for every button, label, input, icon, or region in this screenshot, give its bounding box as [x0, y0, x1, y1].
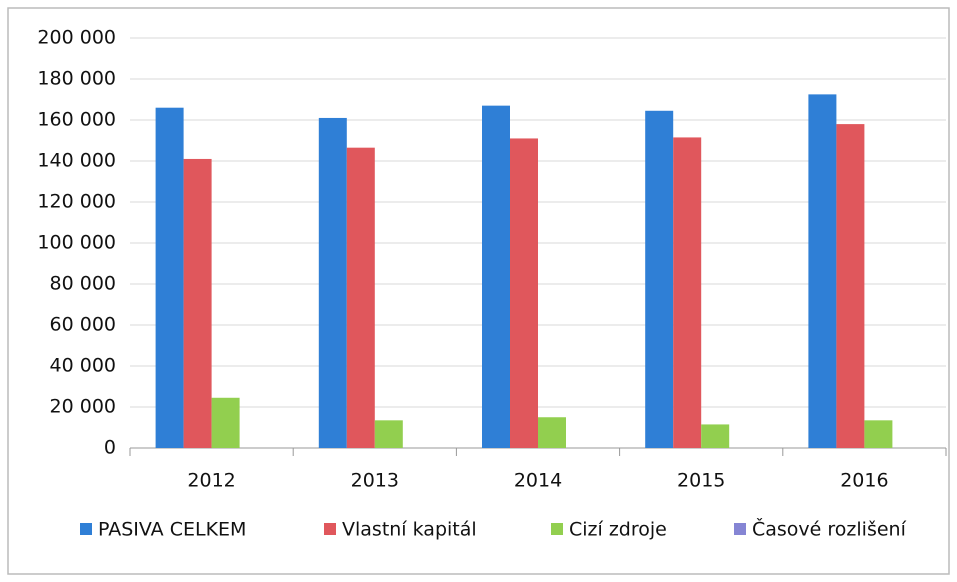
bar: [346, 147, 375, 449]
bar: [645, 110, 674, 449]
x-tick-label: 2015: [677, 470, 725, 492]
legend-swatch: [324, 523, 336, 535]
legend-swatch: [734, 523, 746, 535]
y-tick-label: 60 000: [50, 314, 116, 336]
y-tick-label: 100 000: [37, 232, 116, 254]
legend-label: PASIVA CELKEM: [98, 519, 246, 541]
legend-label: Časové rozlišení: [752, 517, 907, 541]
bar: [183, 158, 212, 448]
y-tick-label: 140 000: [37, 150, 116, 172]
bar: [864, 420, 893, 448]
bar: [673, 137, 702, 449]
y-tick-label: 160 000: [37, 109, 116, 131]
y-tick-label: 120 000: [37, 191, 116, 213]
legend-label: Cizí zdroje: [569, 519, 667, 541]
y-tick-label: 180 000: [37, 68, 116, 90]
y-tick-label: 200 000: [37, 27, 116, 49]
bar: [211, 397, 240, 448]
x-tick-label: 2013: [351, 470, 399, 492]
x-tick-label: 2016: [840, 470, 888, 492]
legend-swatch: [80, 523, 92, 535]
x-tick-label: 2012: [187, 470, 235, 492]
bar: [538, 417, 566, 448]
y-tick-label: 20 000: [50, 396, 116, 418]
bar: [701, 424, 730, 448]
bar: [482, 105, 510, 449]
legend-swatch: [551, 523, 563, 535]
y-tick-label: 40 000: [50, 355, 116, 377]
x-tick-label: 2014: [514, 470, 562, 492]
y-tick-label: 80 000: [50, 273, 116, 295]
bar: [155, 107, 184, 448]
bar: [318, 117, 347, 448]
bar: [374, 420, 403, 448]
y-tick-label: 0: [104, 437, 116, 459]
legend-label: Vlastní kapitál: [342, 519, 477, 541]
bar: [808, 94, 837, 448]
bar: [510, 138, 538, 448]
bar: [836, 124, 865, 448]
chart-frame: [7, 7, 950, 575]
